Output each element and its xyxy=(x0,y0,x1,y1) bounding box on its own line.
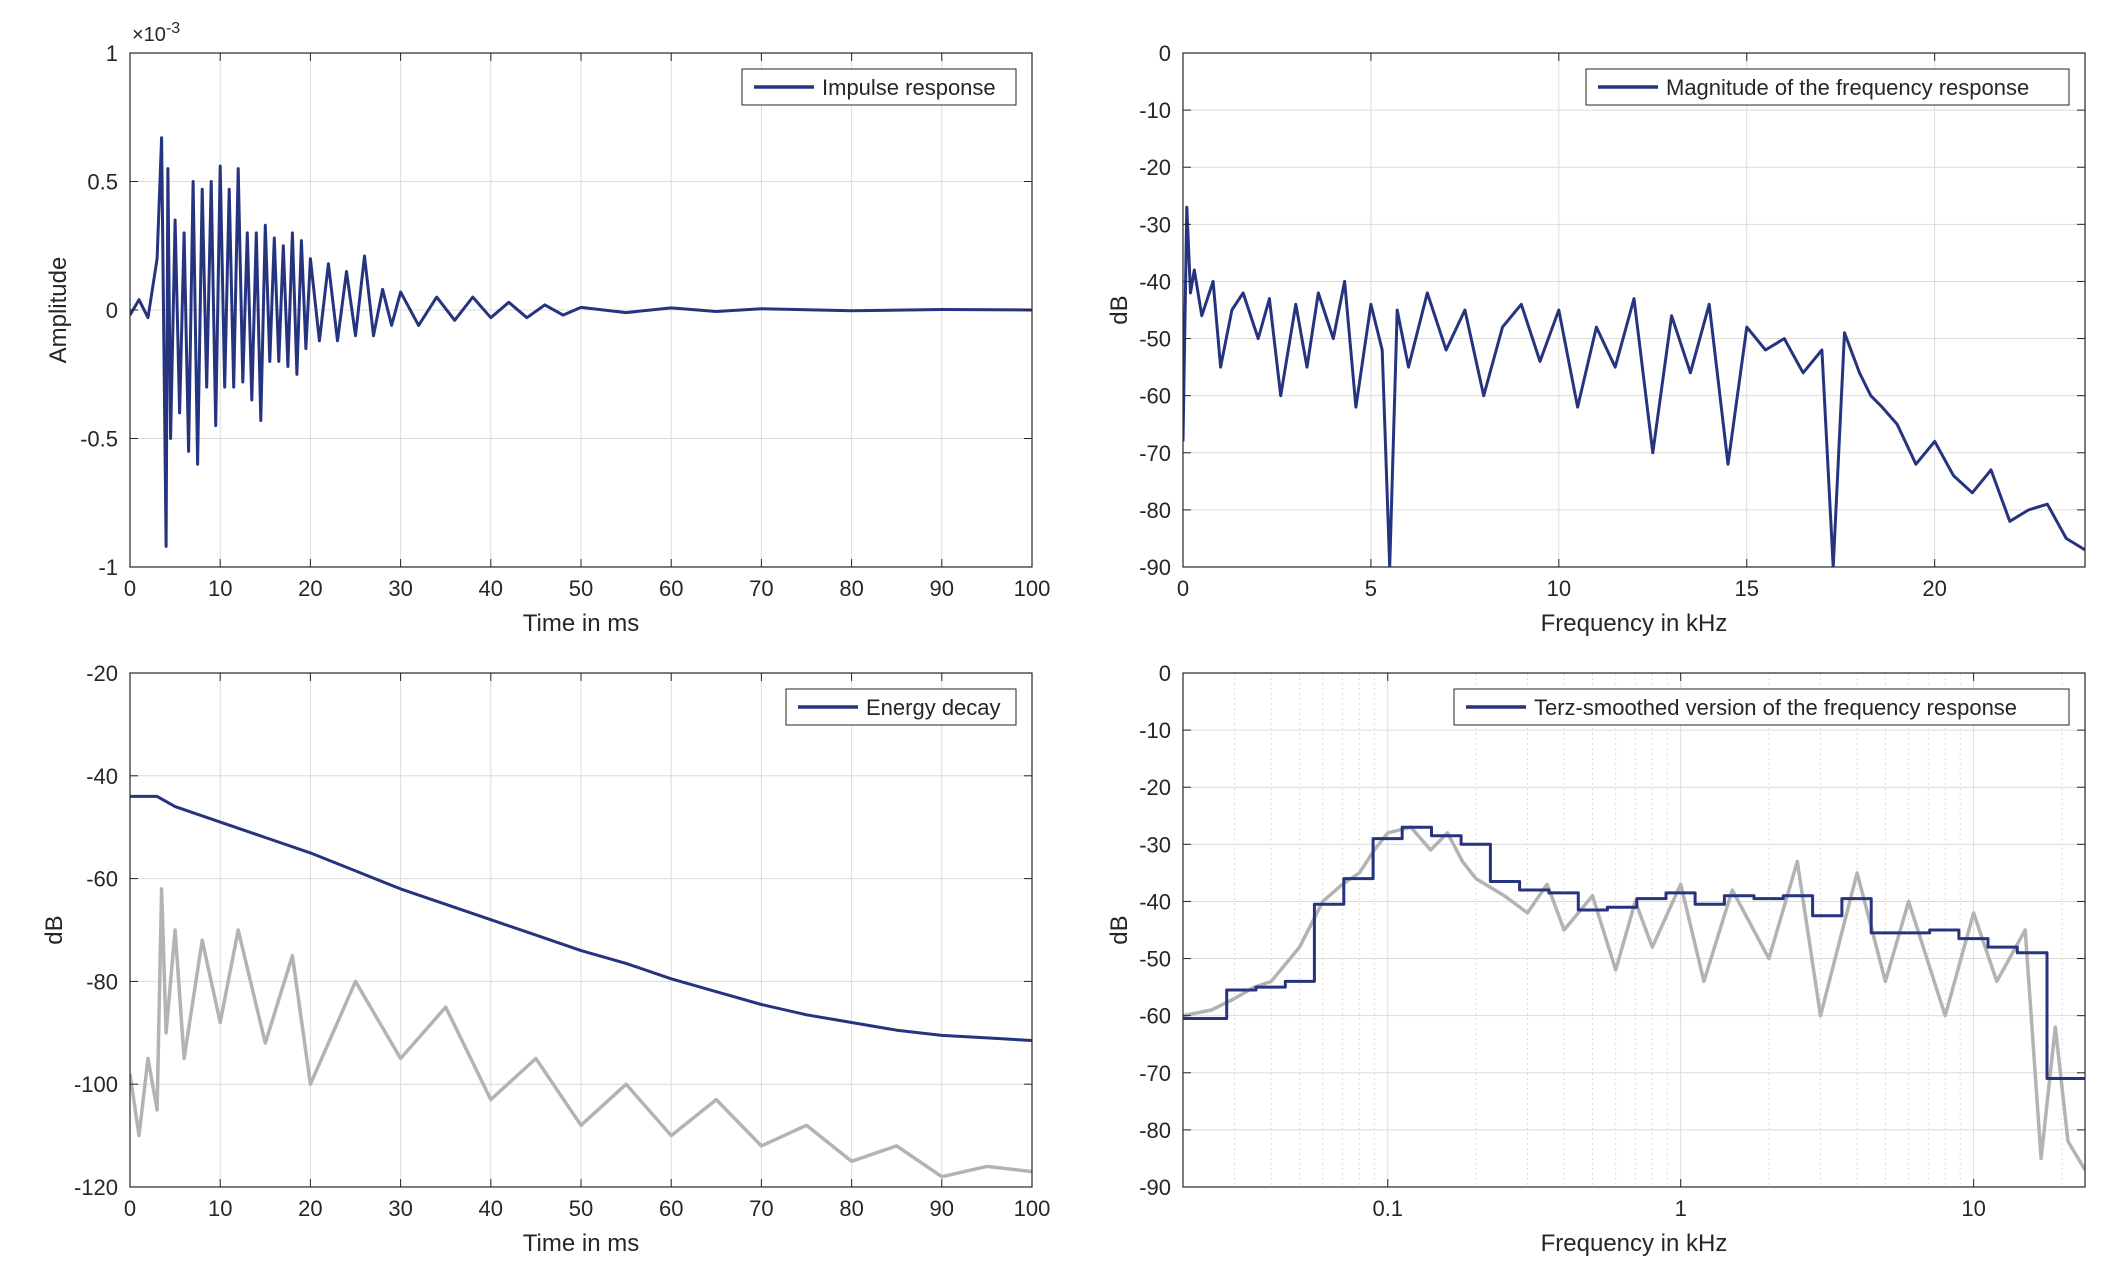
terz-ytick-label: -20 xyxy=(1139,775,1171,800)
energy-axes: 0 10 20 30 40 50 60 70 80 90 100 -120 -100 -80 -60 -40 -… xyxy=(41,661,1050,1257)
terz-ytick-label: -80 xyxy=(1139,1118,1171,1143)
energy-ytick-label: -80 xyxy=(86,969,118,994)
terz-ytick-label: -30 xyxy=(1139,832,1171,857)
magnitude-legend: Magnitude of the frequency response xyxy=(1585,68,2070,106)
impulse-ytick-label: 1 xyxy=(106,41,118,66)
energy-xtick-label: 40 xyxy=(479,1196,503,1221)
energy-ylabel: dB xyxy=(41,915,68,944)
impulse-ytick-label: -0.5 xyxy=(80,427,118,452)
energy-series-0 xyxy=(130,887,1032,1179)
energy-ytick-label: -60 xyxy=(86,867,118,892)
magnitude-series-0 xyxy=(1183,205,2085,567)
terz-axes-box xyxy=(1182,672,2086,1188)
terz-series-0 xyxy=(1183,825,2085,1171)
impulse-xtick-label: 70 xyxy=(749,576,773,601)
terz-ytick-label: -50 xyxy=(1139,947,1171,972)
energy-xtick-label: 10 xyxy=(208,1196,232,1221)
impulse-ylabel: Amplitude xyxy=(45,257,72,364)
terz-ytick-label: -60 xyxy=(1139,1004,1171,1029)
magnitude-ytick-label: -20 xyxy=(1139,155,1171,180)
magnitude-xtick-label: 5 xyxy=(1365,576,1377,601)
magnitude-xtick-label: 0 xyxy=(1177,576,1189,601)
impulse-xtick-label: 80 xyxy=(839,576,863,601)
impulse-exponent-label: ×10-3 xyxy=(132,20,180,46)
terz-ytick-label: -10 xyxy=(1139,718,1171,743)
impulse-legend-label: Impulse response xyxy=(822,75,996,100)
magnitude-ylabel: dB xyxy=(1106,295,1133,324)
magnitude-axes: 0 5 10 15 20 -90 -80 -70 -60 -50 -40 -30 -20 -10 0 Freq… xyxy=(1106,41,2086,637)
terz-ytick-label: -40 xyxy=(1139,889,1171,914)
magnitude-ytick-label: -90 xyxy=(1139,555,1171,580)
magnitude-xtick-label: 10 xyxy=(1547,576,1571,601)
impulse-xtick-label: 50 xyxy=(569,576,593,601)
terz-ytick-label: 0 xyxy=(1159,661,1171,686)
terz-legend-label: Terz-smoothed version of the frequency r… xyxy=(1534,695,2017,720)
energy-xlabel: Time in ms xyxy=(523,1230,639,1257)
terz-ytick-label: -90 xyxy=(1139,1175,1171,1200)
impulse-ytick-label: 0 xyxy=(106,298,118,323)
impulse-axes: 0 10 20 30 40 50 60 70 80 90 100 -1 -0.5 0 0.5 1 Time in… xyxy=(45,20,1050,637)
energy-xtick-label: 30 xyxy=(388,1196,412,1221)
energy-series-1 xyxy=(130,794,1032,1042)
impulse-series-0 xyxy=(130,136,1032,548)
magnitude-xtick-label: 20 xyxy=(1922,576,1946,601)
energy-ytick-label: -20 xyxy=(86,661,118,686)
impulse-xtick-label: 10 xyxy=(208,576,232,601)
energy-legend: Energy decay xyxy=(785,688,1017,726)
energy-xtick-label: 20 xyxy=(298,1196,322,1221)
magnitude-ytick-label: -10 xyxy=(1139,98,1171,123)
magnitude-ytick-label: -40 xyxy=(1139,269,1171,294)
terz-legend-box xyxy=(1453,688,2070,726)
terz-xtick-label: 0.1 xyxy=(1372,1196,1403,1221)
terz-legend: Terz-smoothed version of the frequency r… xyxy=(1453,688,2070,726)
terz-series-1 xyxy=(1183,825,2085,1080)
energy-xtick-label: 90 xyxy=(930,1196,954,1221)
impulse-ytick-label: 0.5 xyxy=(87,170,118,195)
magnitude-ytick-label: -70 xyxy=(1139,441,1171,466)
magnitude-ytick-label: -80 xyxy=(1139,498,1171,523)
energy-xtick-label: 60 xyxy=(659,1196,683,1221)
energy-xtick-label: 80 xyxy=(839,1196,863,1221)
energy-xtick-label: 70 xyxy=(749,1196,773,1221)
magnitude-legend-box xyxy=(1585,68,2070,106)
energy-ytick-label: -40 xyxy=(86,764,118,789)
impulse-ytick-label: -1 xyxy=(98,555,118,580)
magnitude-axes-box xyxy=(1182,52,2086,568)
terz-ytick-label: -70 xyxy=(1139,1061,1171,1086)
energy-legend-label: Energy decay xyxy=(866,695,1001,720)
impulse-legend: Impulse response xyxy=(741,68,1017,106)
energy-ytick-label: -120 xyxy=(74,1175,118,1200)
magnitude-ytick-label: -50 xyxy=(1139,327,1171,352)
impulse-xtick-label: 40 xyxy=(479,576,503,601)
energy-xtick-label: 0 xyxy=(124,1196,136,1221)
terz-xtick-label: 10 xyxy=(1961,1196,1985,1221)
magnitude-legend-label: Magnitude of the frequency response xyxy=(1666,75,2029,100)
impulse-xtick-label: 30 xyxy=(388,576,412,601)
magnitude-ytick-label: -60 xyxy=(1139,384,1171,409)
energy-xtick-label: 100 xyxy=(1014,1196,1051,1221)
impulse-xtick-label: 60 xyxy=(659,576,683,601)
impulse-xtick-label: 20 xyxy=(298,576,322,601)
impulse-xlabel: Time in ms xyxy=(523,610,639,637)
magnitude-xlabel: Frequency in kHz xyxy=(1541,610,1728,637)
terz-ylabel: dB xyxy=(1106,915,1133,944)
energy-xtick-label: 50 xyxy=(569,1196,593,1221)
magnitude-ytick-label: 0 xyxy=(1159,41,1171,66)
impulse-xtick-label: 0 xyxy=(124,576,136,601)
terz-xtick-label: 1 xyxy=(1675,1196,1687,1221)
terz-axes: 0.1 1 10 -90 -80 -70 -60 -50 -40 -30 -20 -10 0 Freque… xyxy=(1106,661,2086,1257)
magnitude-ytick-label: -30 xyxy=(1139,212,1171,237)
magnitude-xtick-label: 15 xyxy=(1735,576,1759,601)
impulse-xtick-label: 100 xyxy=(1014,576,1051,601)
energy-ytick-label: -100 xyxy=(74,1072,118,1097)
terz-xlabel: Frequency in kHz xyxy=(1541,1230,1728,1257)
impulse-xtick-label: 90 xyxy=(930,576,954,601)
